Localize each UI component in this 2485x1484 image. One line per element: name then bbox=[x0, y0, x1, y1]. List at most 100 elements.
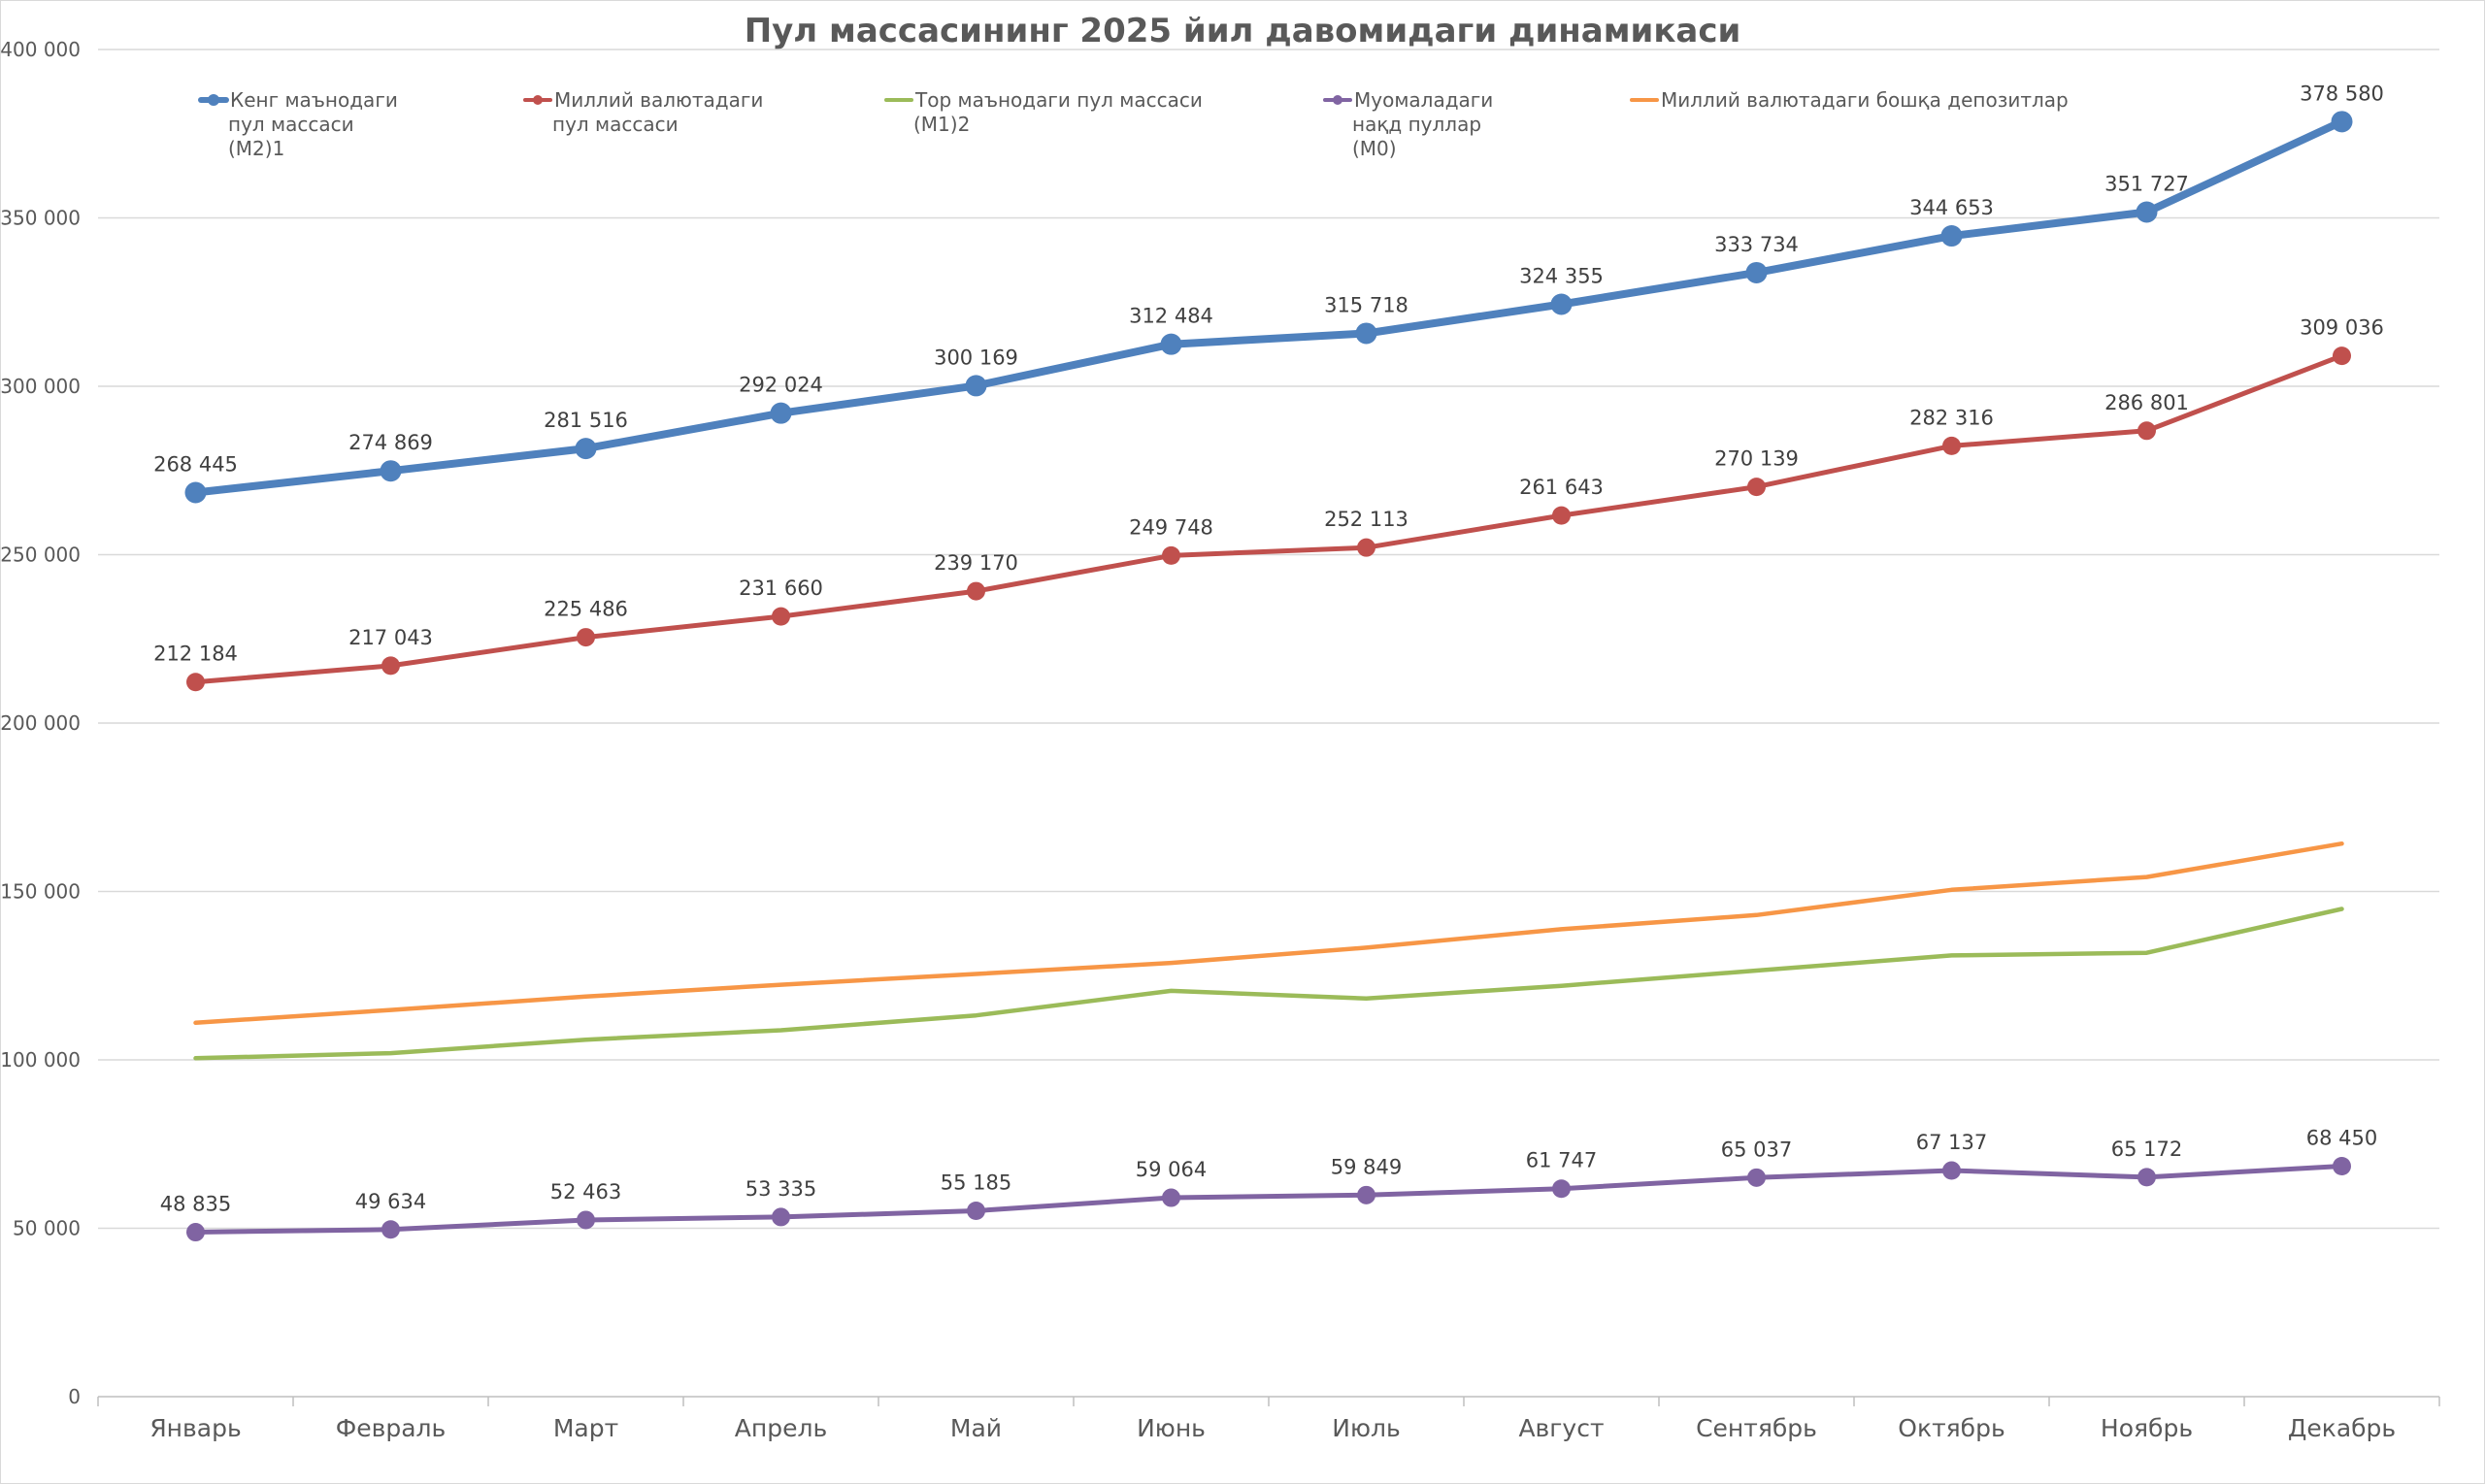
data-point bbox=[965, 375, 987, 397]
data-point bbox=[2333, 346, 2351, 366]
x-tick-label: Март bbox=[553, 1414, 618, 1442]
data-label: 231 660 bbox=[739, 577, 823, 600]
data-label: 65 172 bbox=[2111, 1138, 2182, 1161]
legend-entry: Муомаладаги bbox=[1354, 88, 1493, 112]
x-tick-label: Октябрь bbox=[1898, 1414, 2005, 1442]
data-point bbox=[1745, 261, 1768, 283]
y-tick-label: 300 000 bbox=[1, 375, 81, 398]
series-line bbox=[193, 907, 2344, 1061]
data-point bbox=[1940, 225, 1963, 247]
data-point bbox=[1747, 1168, 1766, 1187]
data-label: 217 043 bbox=[348, 626, 433, 649]
data-label: 49 634 bbox=[355, 1190, 426, 1213]
data-point bbox=[1162, 545, 1180, 565]
series-lines bbox=[191, 117, 2346, 1235]
data-label: 292 024 bbox=[739, 374, 823, 397]
series-line bbox=[191, 117, 2346, 497]
x-tick-label: Февраль bbox=[336, 1414, 447, 1442]
data-point bbox=[1357, 538, 1375, 557]
x-tick-label: Ноябрь bbox=[2101, 1414, 2193, 1442]
data-point bbox=[967, 1202, 985, 1221]
x-tick-label: Август bbox=[1518, 1414, 1604, 1442]
legend-marker bbox=[208, 94, 219, 106]
legend-entry: (М1)2 bbox=[913, 113, 970, 136]
data-point bbox=[2137, 421, 2156, 441]
data-label: 333 734 bbox=[1714, 233, 1799, 256]
data-label: 239 170 bbox=[934, 551, 1018, 575]
data-point bbox=[381, 656, 400, 676]
x-tick-label: Январь bbox=[149, 1414, 241, 1442]
data-label: 261 643 bbox=[1519, 476, 1604, 499]
data-point bbox=[184, 481, 207, 504]
data-point bbox=[772, 607, 790, 626]
legend-entry: Миллий валютадаги bbox=[554, 88, 763, 112]
legend-entry: пул массаси bbox=[552, 113, 679, 136]
data-point bbox=[770, 402, 792, 424]
x-tick-label: Июль bbox=[1332, 1414, 1400, 1442]
data-point bbox=[967, 581, 985, 601]
y-tick-label: 200 000 bbox=[1, 711, 81, 735]
data-point bbox=[1942, 436, 1961, 455]
data-label: 281 516 bbox=[544, 409, 628, 432]
data-point bbox=[2333, 1156, 2351, 1175]
legend-entry: нақд пуллар bbox=[1352, 113, 1481, 136]
x-axis-ticks: Январь Февраль Март Апрель Май Июнь Июль Август… bbox=[149, 1414, 2396, 1442]
y-tick-label: 0 bbox=[68, 1385, 81, 1408]
data-point bbox=[186, 1223, 205, 1242]
data-label: 252 113 bbox=[1324, 508, 1408, 531]
data-label: 249 748 bbox=[1129, 515, 1213, 539]
data-point bbox=[2137, 1168, 2156, 1187]
data-point bbox=[575, 438, 597, 460]
data-label: 286 801 bbox=[2104, 391, 2189, 414]
data-point bbox=[381, 1220, 400, 1239]
data-point bbox=[1355, 322, 1377, 345]
series-line bbox=[193, 353, 2344, 685]
data-label: 300 169 bbox=[934, 346, 1018, 369]
data-labels: 268 445 274 869 281 516 292 024 300 169 312 4… bbox=[153, 82, 2384, 1215]
data-label: 282 316 bbox=[1909, 406, 1994, 429]
data-label: 48 835 bbox=[160, 1193, 231, 1216]
data-label: 61 747 bbox=[1526, 1149, 1597, 1172]
series-line bbox=[193, 841, 2344, 1026]
y-tick-label: 100 000 bbox=[1, 1048, 81, 1072]
data-label: 55 185 bbox=[941, 1171, 1011, 1195]
data-point bbox=[1942, 1161, 1961, 1180]
data-label: 67 137 bbox=[1916, 1131, 1987, 1154]
legend-entry: Кенг маънодаги bbox=[230, 88, 398, 112]
data-label: 52 463 bbox=[550, 1180, 621, 1204]
y-axis-ticks: 0 50 000 100 000 150 000 200 000 250 000 300 0… bbox=[1, 38, 81, 1408]
data-label: 59 849 bbox=[1331, 1155, 1402, 1178]
x-tick-label: Июнь bbox=[1137, 1414, 1206, 1442]
y-tick-label: 150 000 bbox=[1, 880, 81, 904]
gridlines bbox=[98, 49, 2439, 1230]
data-point bbox=[1550, 293, 1573, 315]
data-label: 274 869 bbox=[348, 431, 433, 454]
data-label: 315 718 bbox=[1324, 293, 1408, 316]
chart-title: Пул массасининг 2025 йил давомидаги дина… bbox=[745, 12, 1741, 50]
y-tick-label: 50 000 bbox=[13, 1217, 81, 1240]
data-point bbox=[2136, 201, 2158, 223]
legend-marker bbox=[533, 95, 543, 105]
legend-marker bbox=[1333, 95, 1342, 105]
data-point bbox=[1552, 506, 1571, 525]
data-point bbox=[380, 460, 402, 482]
series-markers bbox=[184, 111, 2353, 1242]
data-point bbox=[1747, 478, 1766, 497]
data-label: 65 037 bbox=[1721, 1138, 1792, 1161]
data-label: 351 727 bbox=[2104, 173, 2189, 196]
data-point bbox=[577, 628, 595, 647]
axes bbox=[97, 1396, 2440, 1406]
data-label: 212 184 bbox=[153, 643, 238, 666]
y-tick-label: 350 000 bbox=[1, 207, 81, 230]
data-label: 270 139 bbox=[1714, 447, 1799, 471]
data-point bbox=[186, 673, 205, 692]
x-tick-label: Сентябрь bbox=[1696, 1414, 1817, 1442]
data-label: 268 445 bbox=[153, 452, 238, 476]
data-point bbox=[2331, 111, 2353, 133]
data-point bbox=[1357, 1185, 1375, 1204]
x-tick-label: Май bbox=[950, 1414, 1002, 1442]
x-tick-label: Декабрь bbox=[2288, 1414, 2396, 1442]
data-point bbox=[772, 1207, 790, 1227]
